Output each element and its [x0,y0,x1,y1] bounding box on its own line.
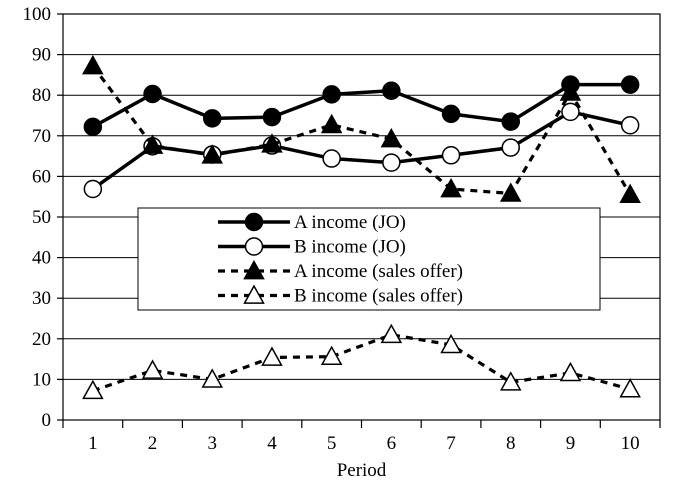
legend-box [137,207,601,311]
series-line [92,82,631,129]
legend-label: A income (JO) [294,212,406,233]
y-tick-label: 80 [32,85,51,106]
series-1 [83,75,640,137]
x-tick-label: 5 [327,433,337,454]
axes: 0 10 20 30 40 50 60 70 80 90 100 1 2 3 4 5 6 7 8 9 10 Period [23,4,661,481]
data-point [619,378,641,398]
y-tick-label: 50 [32,207,51,228]
y-tick-label: 70 [32,126,51,147]
data-point [320,345,343,366]
data-point [322,149,341,168]
x-tick-label: 10 [621,433,640,454]
data-point [620,75,640,94]
series-2 [83,102,640,199]
series-3 [82,54,641,204]
data-point [261,133,283,153]
legend: A income (JO) B income (JO) A income (sale… [137,207,601,311]
data-point [619,183,641,204]
series-line [92,333,631,393]
legend-label: B income (sales offer) [294,286,463,307]
y-tick-label: 0 [42,410,52,431]
legend-entry: B income (JO) [218,237,406,258]
x-tick-label: 7 [446,433,456,454]
data-point [559,361,582,382]
legend-entry: A income (sales offer) [218,259,463,282]
x-tick-label: 6 [387,433,397,454]
series-line [91,65,632,196]
series-4 [82,323,641,400]
data-point [620,115,640,135]
data-point [499,371,522,391]
data-point [382,81,401,100]
data-point [201,368,224,388]
legend-marker [244,237,264,256]
data-point [441,104,461,124]
x-tick-label: 1 [88,433,98,454]
x-tick-label: 2 [148,433,158,454]
data-point [83,117,103,137]
data-point [380,128,403,148]
data-point [203,109,222,128]
data-point [440,333,462,354]
y-tick-label: 40 [32,248,51,269]
y-tick-label: 100 [23,4,52,25]
data-point [141,359,164,379]
x-axis-title: Period [337,460,387,481]
data-point [141,134,164,154]
data-point [262,107,282,127]
legend-label: B income (JO) [294,237,406,258]
data-point [380,323,403,344]
data-point [501,112,520,131]
data-point [441,146,461,165]
y-tick-label: 60 [32,166,51,187]
data-point [320,113,343,134]
data-point [143,84,162,104]
data-point [201,144,224,164]
data-point [82,379,104,400]
data-point [382,153,401,172]
data-point [559,81,582,101]
data-point [561,102,580,122]
gridlines [63,13,660,380]
legend-label: A income (sales offer) [294,261,463,282]
legend-marker [243,284,265,304]
data-point [501,138,520,157]
series-layer [82,54,641,400]
data-point [261,346,283,366]
data-point [83,179,103,199]
data-point [499,182,522,202]
x-tick-label: 9 [566,433,576,454]
legend-entry: A income (JO) [218,212,406,233]
series-line [91,110,631,191]
x-tick-label: 4 [267,433,277,454]
y-tick-label: 30 [32,288,51,309]
data-point [322,85,341,104]
y-tick-label: 90 [32,45,51,66]
x-tick-label: 8 [506,433,516,454]
data-point [440,177,462,198]
x-tick-label: 3 [208,433,218,454]
legend-entry: B income (sales offer) [218,284,463,307]
y-tick-label: 10 [32,369,51,390]
legend-marker [244,212,264,232]
data-point [82,54,104,75]
y-tick-label: 20 [32,329,51,350]
legend-marker [243,259,265,280]
